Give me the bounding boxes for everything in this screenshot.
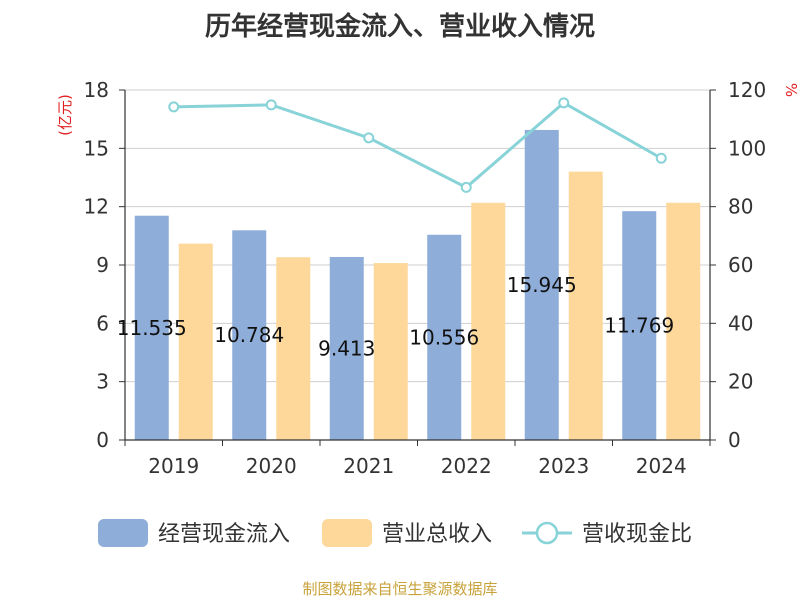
ratio-point — [460, 181, 472, 193]
revenue-bar — [373, 263, 408, 440]
y-right-tick-label: 20 — [728, 370, 753, 394]
y-left-tick-label: 9 — [96, 253, 109, 277]
x-tick-label: 2019 — [148, 454, 199, 478]
cash-inflow-data-label: 15.945 — [507, 273, 577, 297]
legend-label-revenue: 营业总收入 — [382, 522, 492, 547]
cash-inflow-data-label: 10.784 — [214, 323, 284, 347]
cash-inflow-data-label: 10.556 — [409, 325, 479, 349]
cash-inflow-bar — [232, 230, 267, 440]
y-right-tick-label: 40 — [728, 311, 753, 335]
cash-inflow-data-label: 11.535 — [117, 316, 187, 340]
legend-swatch-cash-inflow — [98, 519, 148, 547]
ratio-point — [363, 132, 375, 144]
chart-title: 历年经营现金流入、营业收入情况 — [204, 12, 595, 42]
y-right-tick-label: 60 — [728, 253, 753, 277]
cash-inflow-bar — [329, 256, 364, 440]
cash-inflow-bar — [134, 215, 169, 440]
y-left-tick-label: 0 — [96, 428, 109, 452]
x-tick-label: 2021 — [343, 454, 394, 478]
y-left-tick-label: 18 — [84, 78, 109, 102]
x-tick-label: 2020 — [246, 454, 297, 478]
revenue-bar — [666, 202, 701, 440]
ratio-line — [173, 101, 662, 190]
ratio-point — [168, 101, 180, 113]
y-left-tick-label: 3 — [96, 370, 109, 394]
revenue-bar — [568, 171, 603, 440]
legend-swatch-ratio-marker — [535, 521, 559, 545]
cash-inflow-data-label: 11.769 — [604, 314, 674, 338]
y-right-tick-label: 80 — [728, 195, 753, 219]
legend-label-ratio: 营收现金比 — [582, 522, 692, 547]
y-left-tick-label: 6 — [96, 311, 109, 335]
cash-inflow-bar — [524, 129, 559, 441]
ratio-point — [265, 99, 277, 111]
y-right-axis-title: % — [782, 83, 800, 97]
ratio-point — [558, 97, 570, 109]
revenue-bar — [178, 243, 213, 440]
y-left-tick-label: 12 — [84, 195, 109, 219]
cash-inflow-data-label: 9.413 — [318, 336, 375, 360]
y-right-tick-label: 120 — [728, 78, 766, 102]
x-tick-label: 2022 — [441, 454, 492, 478]
y-right-tick-label: 0 — [728, 428, 741, 452]
cash-inflow-bar — [622, 211, 657, 440]
y-right-tick-label: 100 — [728, 136, 766, 160]
legend-label-cash-inflow: 经营现金流入 — [158, 522, 290, 547]
x-tick-label: 2024 — [636, 454, 687, 478]
revenue-bar — [276, 257, 311, 440]
legend-swatch-revenue — [322, 519, 372, 547]
ratio-point — [655, 152, 667, 164]
y-left-axis-title: (亿元) — [56, 94, 74, 136]
revenue-bar — [471, 202, 506, 440]
x-tick-label: 2023 — [538, 454, 589, 478]
source-note: 制图数据来自恒生聚源数据库 — [302, 580, 498, 598]
y-left-tick-label: 15 — [84, 136, 109, 160]
cash-inflow-bar — [427, 234, 462, 440]
